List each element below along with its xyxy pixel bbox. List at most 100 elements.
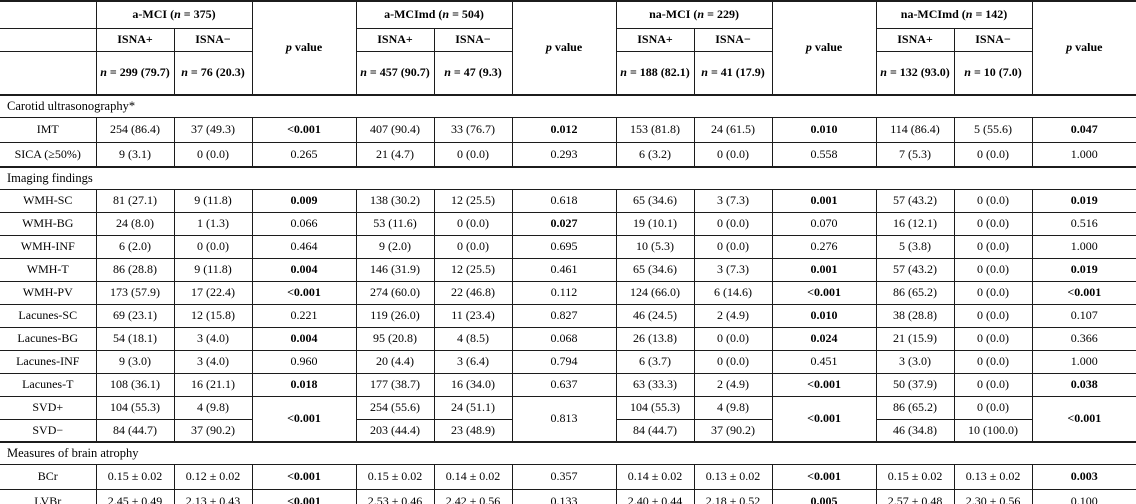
isna-minus-cell: 2 (4.9): [693, 303, 773, 328]
p-value-cell: 0.461: [511, 257, 617, 282]
isna-plus-cell: 69 (23.1): [95, 303, 175, 328]
isna-minus-cell: 0 (0.0): [953, 188, 1033, 213]
p-value-cell: <0.001: [771, 463, 877, 490]
p-value-cell: 0.003: [1031, 463, 1136, 490]
isna-plus-cell: 124 (66.0): [615, 280, 695, 305]
isna-minus-cell: 2.18 ± 0.52: [693, 488, 773, 504]
p-value-cell: 0.618: [511, 188, 617, 213]
isna-minus-cell: 9 (11.8): [173, 188, 253, 213]
isna-minus-cell: 0 (0.0): [433, 141, 513, 168]
isna-minus-cell: 4 (9.8): [173, 395, 253, 420]
isna-plus-cell: 84 (44.7): [615, 418, 695, 443]
isna-minus-cell: 16 (34.0): [433, 372, 513, 397]
isna-minus-header-3: ISNA−: [693, 27, 773, 52]
p-value-cell: 0.827: [511, 303, 617, 328]
p-value-cell: 0.516: [1031, 211, 1136, 236]
isna-plus-cell: 2.40 ± 0.44: [615, 488, 695, 504]
isna-minus-cell: 17 (22.4): [173, 280, 253, 305]
isna-minus-cell: 0.13 ± 0.02: [693, 463, 773, 490]
isna-minus-header-1: ISNA−: [173, 27, 253, 52]
group-header-2: a-MCImd (n = 504): [355, 0, 513, 29]
isna-plus-cell: 9 (2.0): [355, 234, 435, 259]
isna-plus-cell: 20 (4.4): [355, 349, 435, 374]
n-count-plus-header-1: n = 299 (79.7): [95, 50, 175, 96]
isna-plus-cell: 177 (38.7): [355, 372, 435, 397]
n-count-plus-header-3: n = 188 (82.1): [615, 50, 695, 96]
p-value-cell: 0.068: [511, 326, 617, 351]
p-value-cell: <0.001: [251, 488, 357, 504]
isna-plus-cell: 274 (60.0): [355, 280, 435, 305]
p-value-cell: 0.366: [1031, 326, 1136, 351]
isna-minus-cell: 0 (0.0): [173, 234, 253, 259]
p-value-cell: 0.027: [511, 211, 617, 236]
isna-plus-cell: 119 (26.0): [355, 303, 435, 328]
p-value-cell: 0.133: [511, 488, 617, 504]
p-value-cell: <0.001: [251, 395, 357, 443]
isna-minus-cell: 10 (100.0): [953, 418, 1033, 443]
isna-plus-cell: 24 (8.0): [95, 211, 175, 236]
isna-minus-cell: 0 (0.0): [693, 349, 773, 374]
isna-plus-cell: 81 (27.1): [95, 188, 175, 213]
isna-minus-cell: 12 (25.5): [433, 257, 513, 282]
p-value-cell: <0.001: [771, 372, 877, 397]
isna-plus-cell: 254 (55.6): [355, 395, 435, 420]
isna-plus-cell: 9 (3.1): [95, 141, 175, 168]
p-value-cell: 0.010: [771, 116, 877, 143]
p-value-cell: 0.001: [771, 188, 877, 213]
isna-plus-cell: 153 (81.8): [615, 116, 695, 143]
isna-minus-header-4: ISNA−: [953, 27, 1033, 52]
isna-plus-cell: 86 (28.8): [95, 257, 175, 282]
isna-minus-cell: 16 (21.1): [173, 372, 253, 397]
isna-plus-cell: 146 (31.9): [355, 257, 435, 282]
p-value-cell: 0.070: [771, 211, 877, 236]
isna-minus-cell: 0 (0.0): [953, 326, 1033, 351]
p-value-cell: <0.001: [1031, 395, 1136, 443]
isna-minus-header-2: ISNA−: [433, 27, 513, 52]
p-value-cell: 0.005: [771, 488, 877, 504]
corner-cell-mid: [0, 27, 97, 52]
p-value-cell: 0.558: [771, 141, 877, 168]
n-count-minus-header-2: n = 47 (9.3): [433, 50, 513, 96]
row-label: Lacunes-T: [0, 372, 97, 397]
isna-plus-cell: 53 (11.6): [355, 211, 435, 236]
p-value-header-1: p value: [251, 0, 357, 96]
p-value-header-3: p value: [771, 0, 877, 96]
isna-minus-cell: 3 (7.3): [693, 257, 773, 282]
corner-cell-top: [0, 0, 97, 29]
section-title: Measures of brain atrophy: [0, 441, 1136, 465]
isna-plus-cell: 3 (3.0): [875, 349, 955, 374]
isna-plus-cell: 21 (4.7): [355, 141, 435, 168]
isna-plus-cell: 6 (2.0): [95, 234, 175, 259]
p-value-cell: 0.813: [511, 395, 617, 443]
isna-plus-cell: 9 (3.0): [95, 349, 175, 374]
isna-minus-cell: 23 (48.9): [433, 418, 513, 443]
p-value-cell: 1.000: [1031, 349, 1136, 374]
isna-minus-cell: 0 (0.0): [693, 141, 773, 168]
isna-plus-cell: 57 (43.2): [875, 188, 955, 213]
isna-minus-cell: 0 (0.0): [953, 372, 1033, 397]
isna-minus-cell: 0 (0.0): [953, 211, 1033, 236]
p-value-cell: 0.464: [251, 234, 357, 259]
isna-plus-cell: 5 (3.8): [875, 234, 955, 259]
group-header-1: a-MCI (n = 375): [95, 0, 253, 29]
corner-cell-bottom: [0, 50, 97, 96]
isna-minus-cell: 12 (25.5): [433, 188, 513, 213]
isna-plus-cell: 7 (5.3): [875, 141, 955, 168]
isna-minus-cell: 37 (90.2): [693, 418, 773, 443]
row-label: WMH-BG: [0, 211, 97, 236]
isna-minus-cell: 0 (0.0): [953, 141, 1033, 168]
p-value-cell: 0.960: [251, 349, 357, 374]
isna-plus-cell: 84 (44.7): [95, 418, 175, 443]
isna-plus-header-2: ISNA+: [355, 27, 435, 52]
isna-plus-cell: 16 (12.1): [875, 211, 955, 236]
section-title: Imaging findings: [0, 166, 1136, 190]
isna-minus-cell: 0 (0.0): [953, 257, 1033, 282]
row-label: IMT: [0, 116, 97, 143]
isna-plus-cell: 138 (30.2): [355, 188, 435, 213]
isna-minus-cell: 1 (1.3): [173, 211, 253, 236]
isna-minus-cell: 3 (4.0): [173, 326, 253, 351]
isna-plus-header-3: ISNA+: [615, 27, 695, 52]
group-header-3: na-MCI (n = 229): [615, 0, 773, 29]
isna-plus-cell: 86 (65.2): [875, 395, 955, 420]
